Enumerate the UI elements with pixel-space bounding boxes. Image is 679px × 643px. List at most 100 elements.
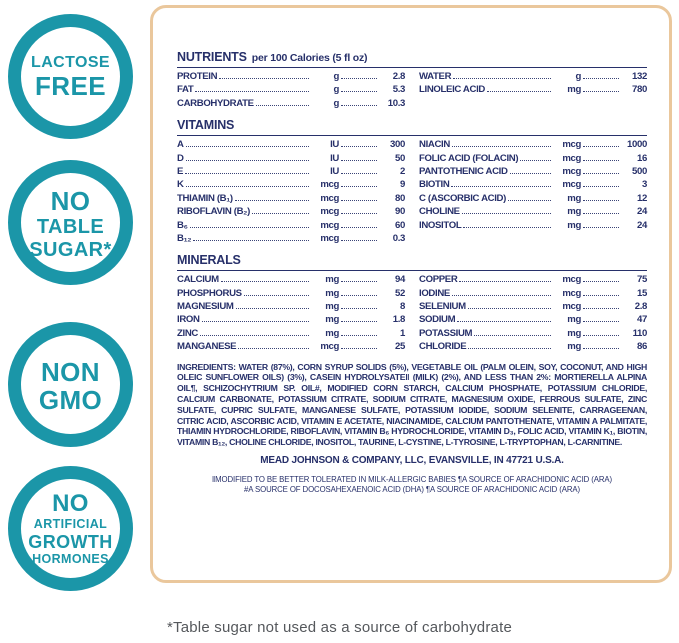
section-subtitle: per 100 Calories (5 fl oz): [251, 52, 368, 64]
nutrients-left-column: PROTEIN g 2.8 FAT g 5.3 CARBOHYDRATE g 10.3: [177, 71, 405, 111]
nutrient-row: SODIUM mg 47: [419, 314, 647, 327]
nutrient-name: THIAMIN (B₁): [177, 192, 233, 204]
nutrient-unit: mg: [325, 274, 339, 286]
nutrient-name: POTASSIUM: [419, 327, 473, 339]
dot-leader: [583, 172, 619, 174]
badge-line: GROWTH: [28, 531, 113, 552]
dot-leader: [341, 334, 377, 336]
badge-line: GMO: [38, 384, 103, 415]
nutrient-row: IRON mg 1.8: [177, 314, 405, 327]
dot-leader: [235, 308, 309, 310]
nutrient-value: 110: [632, 327, 648, 339]
badge-line: SUGAR*: [29, 238, 112, 261]
dot-leader: [583, 91, 619, 93]
nutrient-unit: mg: [567, 314, 581, 326]
nutrient-unit: IU: [330, 152, 339, 164]
badge-lactose-free: LACTOSE FREE: [8, 14, 133, 139]
badge-line: ARTIFICIAL: [33, 517, 108, 531]
nutrient-unit: g: [333, 84, 339, 96]
nutrient-name: ZINC: [177, 327, 198, 339]
dot-leader: [457, 321, 551, 323]
nutrient-name: BIOTIN: [419, 179, 450, 191]
nutrient-name: MANGANESE: [177, 341, 237, 353]
nutrition-panel: NUTRIENTS per 100 Calories (5 fl oz) PRO…: [150, 5, 672, 583]
dot-leader: [341, 226, 377, 228]
nutrient-row: FOLIC ACID (FOLACIN) mcg 16: [419, 153, 647, 166]
dot-leader: [341, 172, 377, 174]
dot-leader: [185, 159, 309, 161]
nutrient-row: CHLORIDE mg 86: [419, 341, 647, 354]
dot-leader: [341, 348, 377, 350]
nutrient-row: CARBOHYDRATE g 10.3: [177, 98, 405, 111]
nutrient-value: 52: [395, 287, 405, 299]
nutrient-name: NIACIN: [419, 139, 450, 151]
dot-leader: [583, 78, 619, 79]
dot-leader: [185, 172, 309, 174]
nutrient-name: A: [177, 139, 184, 151]
dot-leader: [341, 186, 377, 188]
dot-leader: [234, 199, 309, 201]
dot-leader: [341, 321, 377, 323]
badge-line: FREE: [35, 70, 106, 101]
minerals-header: MINERALS: [177, 253, 647, 267]
ingredients-text: WATER (87%), CORN SYRUP SOLIDS (5%), VEG…: [177, 361, 647, 448]
nutrient-unit: mg: [567, 192, 581, 204]
nutrient-value: 12: [637, 192, 647, 204]
nutrient-value: 10.3: [387, 97, 406, 109]
nutrient-value: 80: [395, 192, 405, 204]
dot-leader: [453, 78, 551, 79]
nutrient-unit: g: [333, 97, 339, 109]
dot-leader: [583, 334, 619, 336]
nutrient-unit: mcg: [320, 206, 339, 218]
badge-line: NON: [41, 356, 100, 387]
nutrient-unit: IU: [330, 139, 339, 151]
nutrient-row: A IU 300: [177, 139, 405, 152]
nutrient-unit: mg: [567, 219, 581, 231]
dot-leader: [468, 348, 551, 350]
badge-non-gmo: NON GMO: [8, 322, 133, 447]
nutrient-unit: mcg: [562, 274, 581, 286]
dot-leader: [220, 281, 309, 283]
nutrient-value: 25: [395, 341, 405, 353]
nutrient-row: PHOSPHORUS mg 52: [177, 288, 405, 301]
nutrient-name: B₁₂: [177, 232, 192, 244]
divider: [177, 270, 647, 272]
nutrient-name: CALCIUM: [177, 274, 219, 286]
badge-text: NO ARTIFICIAL GROWTH HORMONES: [28, 492, 112, 565]
dot-leader: [243, 294, 309, 296]
nutrient-value: 86: [637, 341, 647, 353]
nutrient-unit: mg: [325, 314, 339, 326]
nutrient-unit: mcg: [320, 232, 339, 244]
nutrient-row: MAGNESIUM mg 8: [177, 301, 405, 314]
dot-leader: [583, 159, 619, 161]
nutrient-value: 2: [400, 165, 405, 177]
dot-leader: [451, 294, 551, 296]
minerals-right-column: COPPER mcg 75 IODINE mcg 15 SELENIUM mcg 2.8 SODI…: [419, 274, 647, 354]
nutrient-value: 90: [395, 206, 405, 218]
nutrient-name: LINOLEIC ACID: [419, 84, 485, 96]
nutrient-unit: g: [575, 71, 581, 82]
dot-leader: [341, 146, 377, 148]
dot-leader: [341, 78, 377, 79]
nutrient-value: 132: [632, 71, 647, 82]
badge-line: NO: [50, 185, 91, 216]
badge-line: TABLE: [36, 215, 105, 238]
nutrient-row: E IU 2: [177, 166, 405, 179]
dot-leader: [341, 294, 377, 296]
nutrient-value: 94: [395, 274, 405, 286]
dot-leader: [583, 348, 619, 350]
nutrient-name: IRON: [177, 314, 200, 326]
nutrient-unit: mcg: [562, 301, 581, 313]
ingredients-label: INGREDIENTS:: [177, 361, 236, 372]
nutrient-value: 780: [632, 84, 647, 96]
dot-leader: [341, 308, 377, 310]
footnotes: ‖MODIFIED TO BE BETTER TOLERATED IN MILK…: [177, 475, 647, 495]
nutrient-value: 60: [395, 219, 405, 231]
nutrient-value: 2.8: [392, 71, 406, 82]
divider: [177, 67, 647, 68]
nutrient-name: PANTOTHENIC ACID: [419, 165, 508, 177]
dot-leader: [341, 91, 377, 93]
nutrient-unit: mcg: [562, 139, 581, 151]
